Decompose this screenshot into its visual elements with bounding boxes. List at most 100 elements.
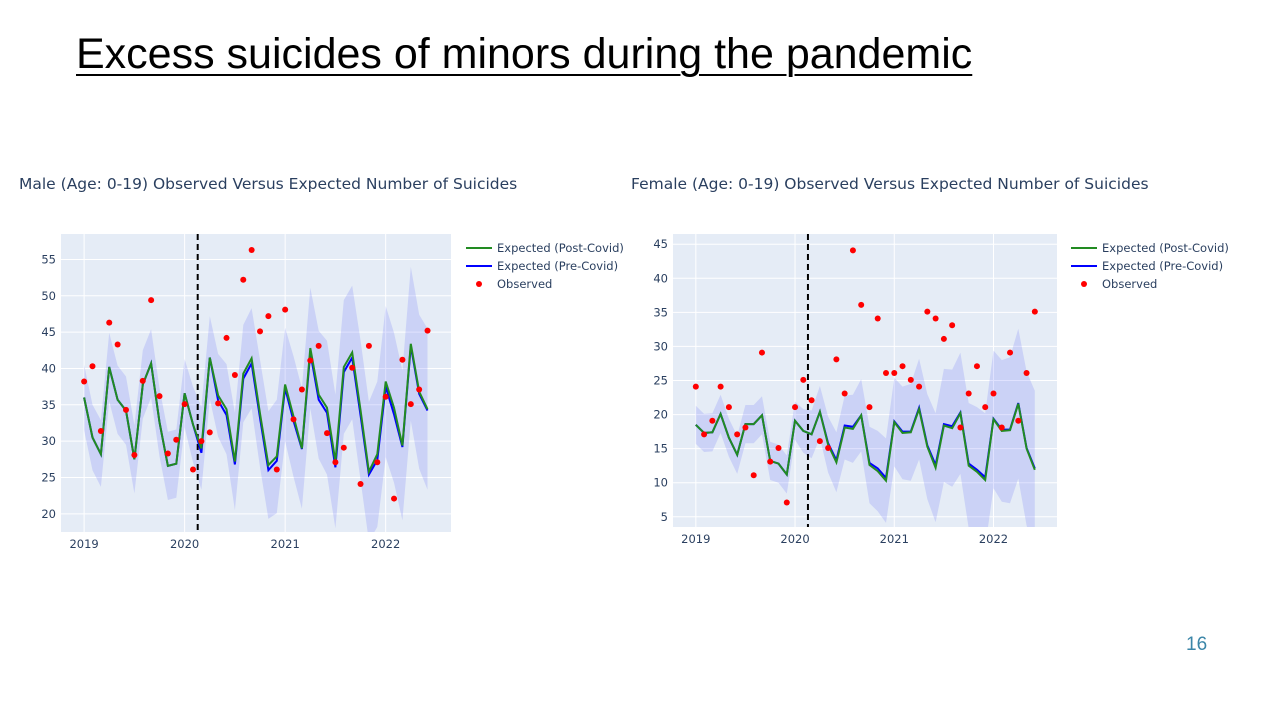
female-observed-point: [973, 363, 980, 370]
female-observed-point: [965, 390, 972, 397]
female-y-tick-label: 10: [653, 476, 668, 490]
male-observed-point: [181, 401, 188, 408]
male-observed-point: [315, 342, 322, 349]
female-legend-label: Observed: [1102, 277, 1157, 291]
female-y-tick-label: 5: [661, 510, 668, 524]
male-chart-title: Male (Age: 0-19) Observed Versus Expecte…: [19, 175, 517, 193]
male-observed-point: [106, 319, 113, 326]
male-legend-label: Observed: [497, 277, 552, 291]
female-y-tick-label: 45: [653, 237, 668, 251]
female-x-tick-label: 2022: [979, 532, 1008, 546]
female-observed-point: [775, 444, 782, 451]
male-y-tick-label: 20: [41, 507, 56, 521]
female-observed-point: [767, 458, 774, 465]
female-observed-point: [709, 417, 716, 424]
male-observed-point: [89, 363, 96, 370]
male-x-tick-label: 2019: [69, 537, 98, 551]
female-observed-point: [907, 376, 914, 383]
female-observed-point: [783, 499, 790, 506]
male-observed-point: [282, 306, 289, 313]
male-observed-point: [173, 436, 180, 443]
female-observed-point: [816, 438, 823, 445]
male-legend-label: Expected (Pre-Covid): [497, 259, 618, 273]
male-y-tick-label: 30: [41, 434, 56, 448]
female-observed-point: [998, 424, 1005, 431]
female-observed-point: [916, 383, 923, 390]
female-observed-point: [742, 424, 749, 431]
male-observed-point: [399, 356, 406, 363]
male-observed-point: [123, 406, 129, 413]
male-observed-point: [223, 334, 230, 341]
male-observed-point: [215, 400, 222, 407]
male-y-tick-label: 45: [41, 325, 56, 339]
female-observed-point: [692, 383, 699, 390]
male-observed-point: [374, 459, 381, 466]
male-observed-point: [382, 393, 389, 400]
male-observed-point: [240, 276, 247, 283]
female-y-tick-label: 20: [653, 408, 668, 422]
male-legend-label: Expected (Post-Covid): [497, 241, 624, 255]
male-y-tick-label: 55: [41, 252, 56, 266]
male-observed-point: [164, 450, 171, 457]
male-observed-point: [265, 313, 272, 320]
female-legend-label: Expected (Post-Covid): [1102, 241, 1229, 255]
male-observed-point: [391, 495, 398, 502]
female-observed-point: [750, 472, 757, 479]
female-y-tick-label: 25: [653, 374, 668, 388]
male-observed-point: [206, 429, 213, 436]
female-observed-point: [866, 404, 873, 411]
female-y-tick-label: 35: [653, 305, 668, 319]
female-legend-label: Expected (Pre-Covid): [1102, 259, 1223, 273]
female-observed-point: [924, 308, 931, 315]
male-observed-point: [231, 372, 238, 379]
female-post-covid-line: [695, 403, 1036, 484]
male-observed-point: [114, 341, 121, 348]
male-post-covid-line: [83, 343, 429, 476]
male-observed-point: [298, 386, 305, 393]
male-x-tick-label: 2021: [271, 537, 300, 551]
female-y-tick-label: 30: [653, 339, 668, 353]
female-chart: Female (Age: 0-19) Observed Versus Expec…: [631, 175, 1229, 546]
male-observed-point: [257, 328, 264, 335]
female-observed-point: [990, 390, 997, 397]
female-observed-point: [841, 390, 848, 397]
female-uncertainty-band: [695, 328, 1035, 527]
male-y-tick-label: 35: [41, 398, 56, 412]
female-observed-point: [701, 431, 708, 438]
male-observed-point: [407, 401, 414, 408]
female-observed-point: [982, 404, 989, 411]
male-observed-point: [248, 246, 255, 253]
female-y-tick-label: 40: [653, 271, 668, 285]
female-observed-point: [949, 322, 956, 329]
female-observed-point: [883, 370, 890, 377]
male-x-tick-label: 2022: [371, 537, 400, 551]
female-observed-point: [833, 356, 840, 363]
female-observed-point: [899, 363, 906, 370]
female-observed-point: [792, 404, 799, 411]
male-observed-point: [139, 377, 146, 384]
male-x-tick-label: 2020: [170, 537, 199, 551]
female-observed-point: [849, 247, 856, 254]
female-observed-point: [891, 370, 898, 377]
male-observed-point: [349, 364, 356, 371]
female-observed-point: [808, 397, 815, 404]
male-observed-point: [273, 466, 280, 473]
female-observed-point: [1031, 308, 1038, 315]
female-observed-point: [858, 301, 865, 308]
male-observed-point: [156, 393, 163, 400]
male-observed-point: [340, 444, 347, 451]
male-observed-point: [131, 451, 138, 458]
male-observed-point: [357, 481, 364, 488]
male-y-tick-label: 25: [41, 470, 56, 484]
female-legend-swatch: [1081, 281, 1087, 287]
male-observed-point: [81, 378, 88, 385]
male-observed-point: [198, 438, 205, 445]
female-y-tick-label: 15: [653, 442, 668, 456]
female-observed-point: [874, 315, 881, 322]
male-observed-point: [190, 466, 197, 473]
female-x-tick-label: 2021: [880, 532, 909, 546]
female-observed-point: [1007, 349, 1014, 356]
male-observed-point: [97, 427, 104, 434]
female-observed-point: [1015, 417, 1022, 424]
